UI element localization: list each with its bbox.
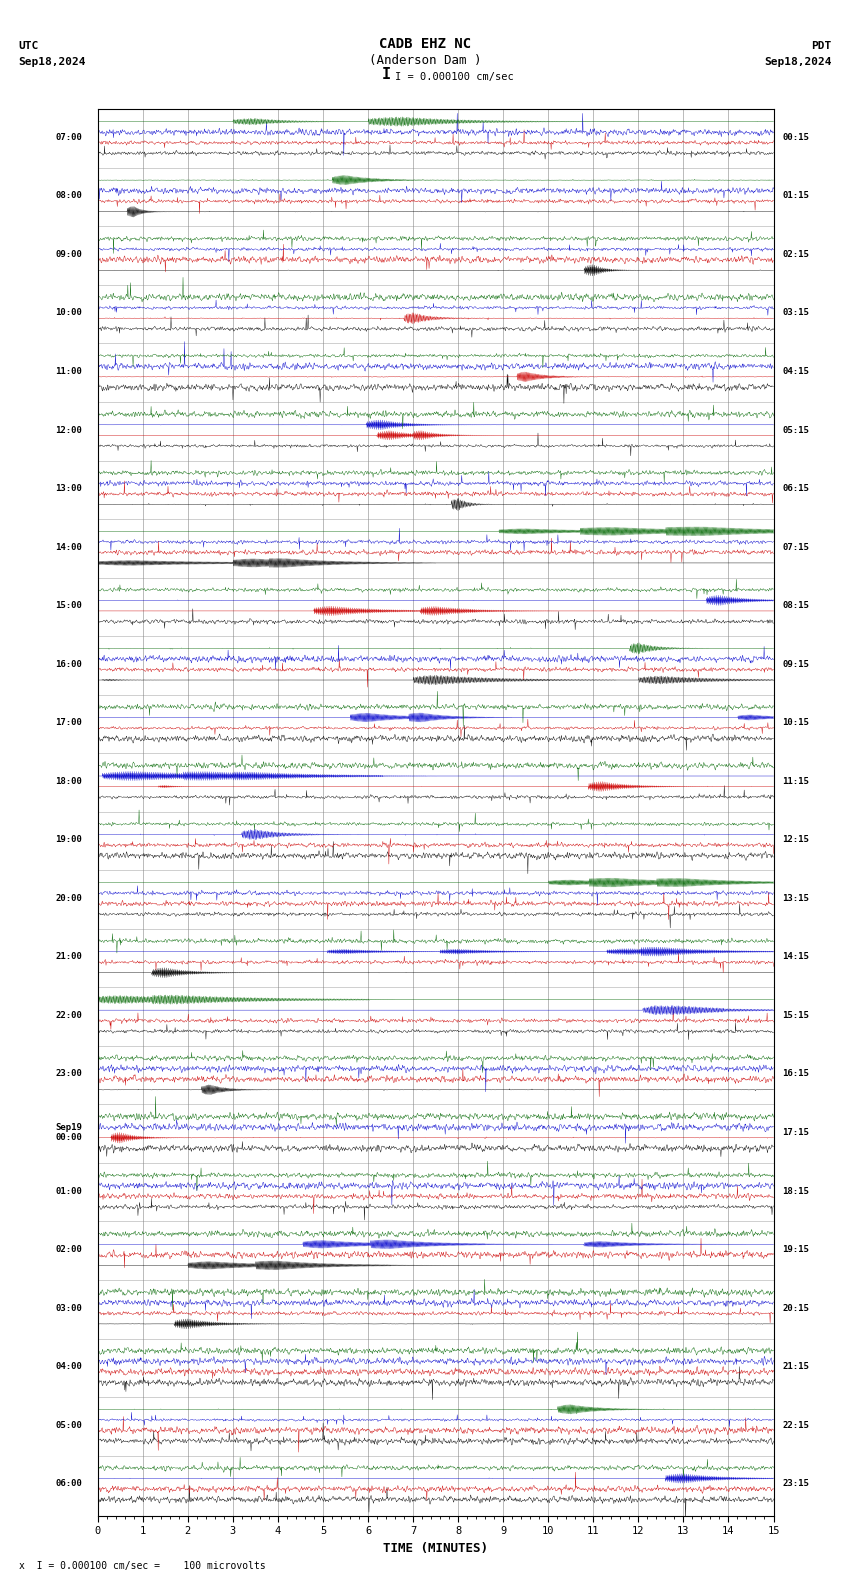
Text: 19:15: 19:15 [783, 1245, 809, 1255]
Text: 04:00: 04:00 [55, 1362, 82, 1372]
Text: 07:15: 07:15 [783, 543, 809, 551]
Text: 06:15: 06:15 [783, 485, 809, 493]
Text: 23:00: 23:00 [55, 1069, 82, 1079]
X-axis label: TIME (MINUTES): TIME (MINUTES) [383, 1541, 488, 1555]
Text: I: I [382, 68, 391, 82]
Text: 10:00: 10:00 [55, 309, 82, 317]
Text: 07:00: 07:00 [55, 133, 82, 143]
Text: 14:15: 14:15 [783, 952, 809, 961]
Text: 20:15: 20:15 [783, 1304, 809, 1313]
Text: 15:15: 15:15 [783, 1011, 809, 1020]
Text: 05:15: 05:15 [783, 426, 809, 434]
Text: 03:00: 03:00 [55, 1304, 82, 1313]
Text: Sep18,2024: Sep18,2024 [764, 57, 831, 67]
Text: 09:00: 09:00 [55, 250, 82, 258]
Text: 19:00: 19:00 [55, 835, 82, 844]
Text: (Anderson Dam ): (Anderson Dam ) [369, 54, 481, 67]
Text: 08:00: 08:00 [55, 192, 82, 201]
Text: 18:15: 18:15 [783, 1186, 809, 1196]
Text: 16:00: 16:00 [55, 659, 82, 668]
Text: 21:00: 21:00 [55, 952, 82, 961]
Text: PDT: PDT [811, 41, 831, 51]
Text: 10:15: 10:15 [783, 718, 809, 727]
Text: 20:00: 20:00 [55, 893, 82, 903]
Text: 22:00: 22:00 [55, 1011, 82, 1020]
Text: 18:00: 18:00 [55, 776, 82, 786]
Text: 15:00: 15:00 [55, 602, 82, 610]
Text: 04:15: 04:15 [783, 367, 809, 375]
Text: Sep18,2024: Sep18,2024 [19, 57, 86, 67]
Text: 00:15: 00:15 [783, 133, 809, 143]
Text: CADB EHZ NC: CADB EHZ NC [379, 38, 471, 51]
Text: 17:15: 17:15 [783, 1128, 809, 1137]
Text: 14:00: 14:00 [55, 543, 82, 551]
Text: 03:15: 03:15 [783, 309, 809, 317]
Text: 11:00: 11:00 [55, 367, 82, 375]
Text: 22:15: 22:15 [783, 1421, 809, 1430]
Text: 13:15: 13:15 [783, 893, 809, 903]
Text: 09:15: 09:15 [783, 659, 809, 668]
Text: 17:00: 17:00 [55, 718, 82, 727]
Text: 12:00: 12:00 [55, 426, 82, 434]
Text: 23:15: 23:15 [783, 1479, 809, 1489]
Text: UTC: UTC [19, 41, 39, 51]
Text: Sep19
00:00: Sep19 00:00 [55, 1123, 82, 1142]
Text: 02:15: 02:15 [783, 250, 809, 258]
Text: 02:00: 02:00 [55, 1245, 82, 1255]
Text: 16:15: 16:15 [783, 1069, 809, 1079]
Text: 13:00: 13:00 [55, 485, 82, 493]
Text: I = 0.000100 cm/sec: I = 0.000100 cm/sec [395, 73, 514, 82]
Text: 21:15: 21:15 [783, 1362, 809, 1372]
Text: 01:15: 01:15 [783, 192, 809, 201]
Text: 12:15: 12:15 [783, 835, 809, 844]
Text: 05:00: 05:00 [55, 1421, 82, 1430]
Text: 11:15: 11:15 [783, 776, 809, 786]
Text: 06:00: 06:00 [55, 1479, 82, 1489]
Text: x  I = 0.000100 cm/sec =    100 microvolts: x I = 0.000100 cm/sec = 100 microvolts [19, 1562, 265, 1571]
Text: 08:15: 08:15 [783, 602, 809, 610]
Text: 01:00: 01:00 [55, 1186, 82, 1196]
